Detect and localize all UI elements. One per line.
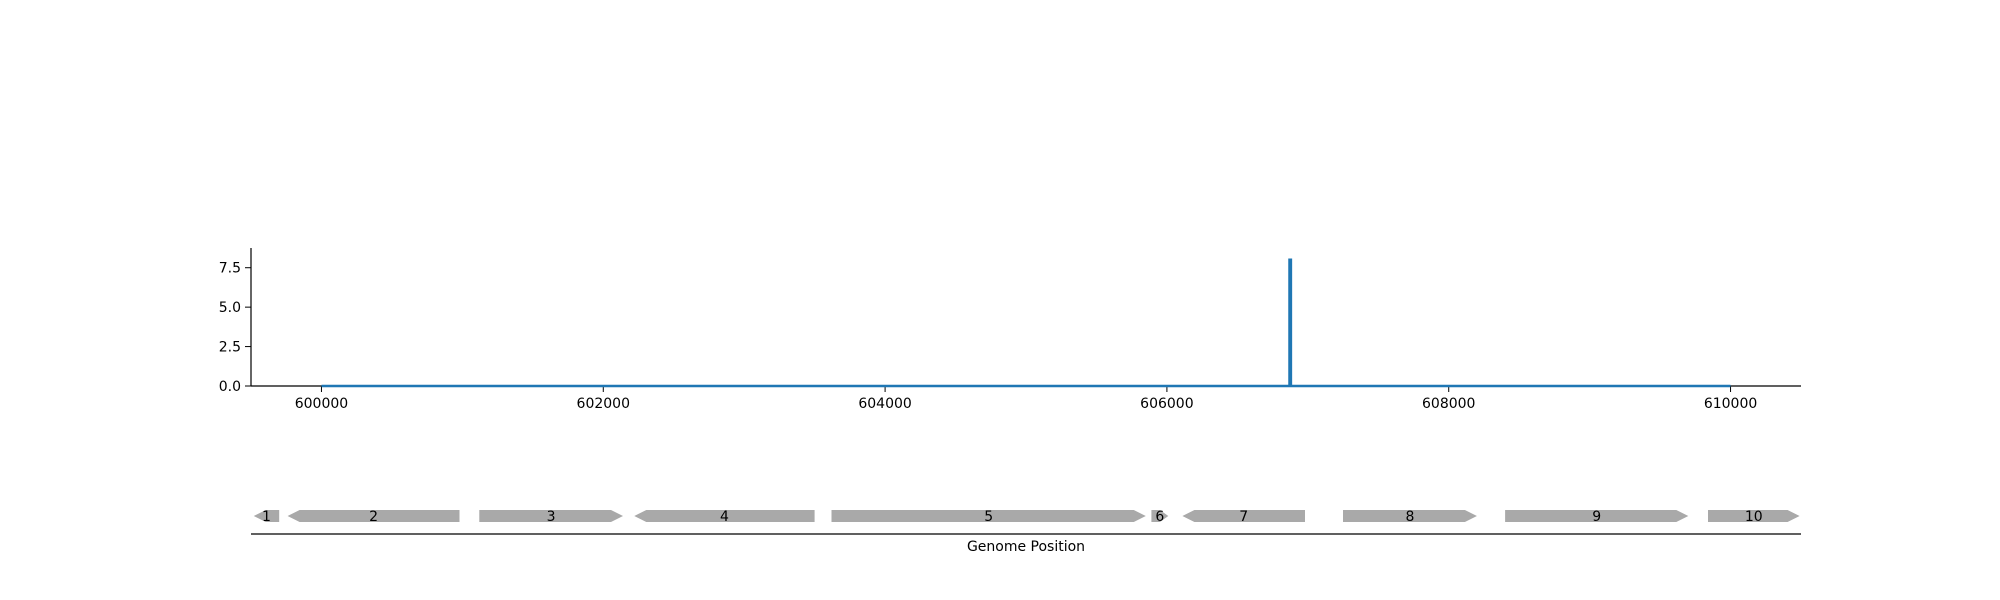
gene-arrow xyxy=(287,510,460,522)
gene-label: 7 xyxy=(1239,509,1248,525)
coverage-series-line xyxy=(321,258,1731,388)
gene-track: 1 2 3 4 5 6 7 8 9 10 Genome Position xyxy=(251,509,1801,555)
series-layer xyxy=(321,258,1731,388)
x-ticks: 600000 602000 604000 606000 608000 610000 xyxy=(295,386,1757,412)
x-tick-label: 606000 xyxy=(1140,396,1193,412)
gene-label: 2 xyxy=(369,509,378,525)
gene-arrow xyxy=(479,510,623,522)
gene-arrow xyxy=(1182,510,1305,522)
gene-label: 3 xyxy=(547,509,556,525)
y-tick-label: 5.0 xyxy=(219,300,241,316)
y-tick-label: 7.5 xyxy=(219,261,241,277)
gene-layer: 1 2 3 4 5 6 7 8 9 10 xyxy=(253,509,1800,525)
gene-label: 9 xyxy=(1592,509,1601,525)
gene-label: 6 xyxy=(1155,509,1164,525)
gene-label: 5 xyxy=(984,509,993,525)
gene-arrow xyxy=(634,510,815,522)
gene-arrow xyxy=(1505,510,1689,522)
x-tick-label: 608000 xyxy=(1422,396,1475,412)
x-tick-label: 604000 xyxy=(858,396,911,412)
gene-arrow xyxy=(831,510,1146,522)
gene-arrow xyxy=(1708,510,1800,522)
gene-arrow xyxy=(1343,510,1477,522)
y-ticks: 0.0 2.5 5.0 7.5 xyxy=(219,261,251,395)
y-tick-label: 2.5 xyxy=(219,340,241,356)
x-tick-label: 610000 xyxy=(1704,396,1757,412)
gene-label: 8 xyxy=(1406,509,1415,525)
x-axis-label: Genome Position xyxy=(967,539,1085,555)
gene-arrow xyxy=(1151,510,1169,522)
gene-arrow xyxy=(253,510,280,522)
y-tick-label: 0.0 xyxy=(219,379,241,395)
gene-label: 1 xyxy=(262,509,271,525)
coverage-plot: 0.0 2.5 5.0 7.5 600000 602000 604000 606000 608… xyxy=(219,248,1801,412)
x-tick-label: 602000 xyxy=(577,396,630,412)
gene-label: 4 xyxy=(720,509,729,525)
x-tick-label: 600000 xyxy=(295,396,348,412)
gene-label: 10 xyxy=(1745,509,1763,525)
